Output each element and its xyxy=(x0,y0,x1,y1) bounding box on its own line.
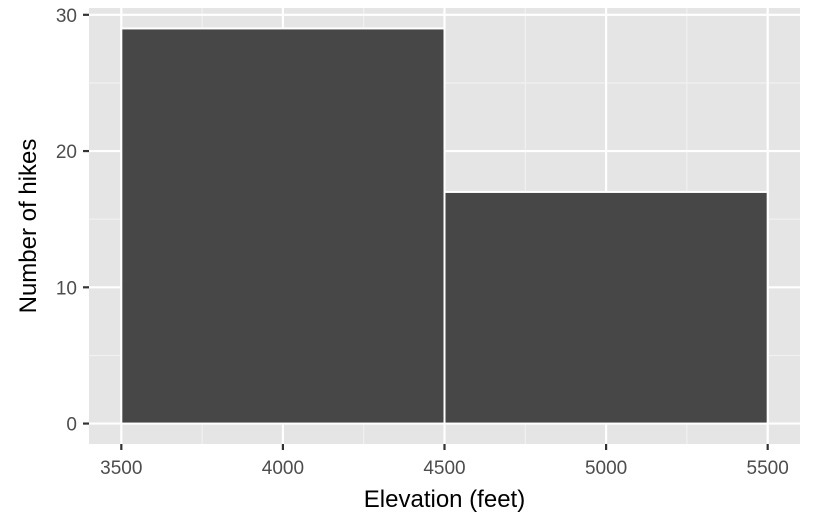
x-tick-label: 4500 xyxy=(423,458,465,479)
x-axis-title: Elevation (feet) xyxy=(364,486,525,513)
x-tick-label: 5000 xyxy=(585,458,627,479)
histogram-bar xyxy=(443,190,769,425)
x-axis: 3500 4000 4500 5000 5500 xyxy=(100,444,789,479)
histogram-bar xyxy=(120,27,446,425)
x-tick-label: 4000 xyxy=(262,458,304,479)
y-tick-label: 0 xyxy=(66,415,77,436)
y-tick-label: 20 xyxy=(56,142,77,163)
x-tick-label: 3500 xyxy=(100,458,142,479)
y-axis: 0 10 20 30 xyxy=(56,6,89,436)
y-tick-label: 30 xyxy=(56,6,77,27)
x-tick-label: 5500 xyxy=(747,458,789,479)
y-tick-label: 10 xyxy=(56,278,77,299)
y-axis-title: Number of hikes xyxy=(15,139,42,314)
histogram-bars xyxy=(120,27,769,425)
